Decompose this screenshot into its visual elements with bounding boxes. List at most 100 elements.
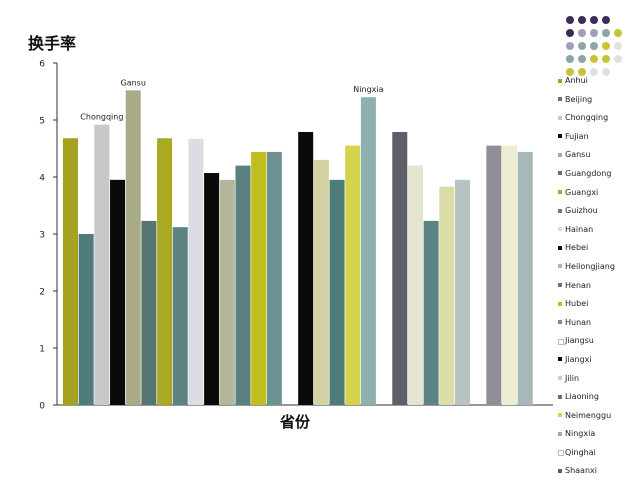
decorative-dot-grid	[566, 16, 622, 76]
bar-anhui	[63, 138, 78, 406]
legend-label: Hebei	[565, 243, 589, 253]
legend-item: Jiangsu	[558, 332, 640, 351]
bar-henan	[235, 165, 251, 405]
decor-dot	[578, 68, 586, 76]
y-tick-label: 4	[39, 174, 45, 184]
legend-item: Hunan	[558, 314, 640, 333]
bar-hubei	[251, 151, 267, 405]
decor-dot	[566, 55, 574, 63]
bar-chart: 0 1 2 3 4 5 6 Chongqing Gansu Ningxia	[39, 60, 553, 412]
bar-liaoning	[329, 179, 345, 405]
bar-25	[455, 179, 470, 405]
bar-22	[407, 165, 423, 405]
legend-label: Chongqing	[565, 113, 609, 123]
annotation-chongqing: Chongqing	[80, 113, 123, 122]
legend-swatch	[558, 338, 564, 345]
bar-guangdong	[141, 220, 157, 405]
legend-item: Neimenggu	[558, 407, 640, 426]
bar-hunan	[266, 151, 282, 405]
bar-hebei	[204, 173, 220, 405]
bar-27	[486, 145, 502, 405]
legend-item: Anhui	[558, 72, 640, 91]
legend-swatch	[558, 115, 562, 120]
bar-beijing	[78, 234, 94, 405]
y-tick-label: 3	[39, 231, 45, 241]
annotation-ningxia: Ningxia	[353, 85, 383, 94]
legend-label: Jiangsu	[565, 336, 594, 346]
decor-dot	[590, 42, 598, 50]
legend-swatch	[558, 320, 562, 325]
legend-item: Henan	[558, 277, 640, 296]
bar-jilin	[313, 159, 329, 405]
legend-label: Guangdong	[565, 168, 612, 178]
decor-dot	[590, 16, 598, 24]
legend-swatch	[558, 78, 562, 83]
decor-dot	[578, 55, 586, 63]
decor-dot	[614, 42, 622, 50]
bar-29	[517, 151, 533, 405]
legend-item: Heilongjiang	[558, 258, 640, 277]
legend-item: Beijing	[558, 91, 640, 110]
bar-heilongjiang	[219, 179, 235, 405]
legend-label: Shaanxi	[565, 466, 597, 476]
legend-swatch	[558, 264, 562, 269]
legend-label: Guizhou	[565, 206, 598, 216]
chart-legend: Anhui Beijing Chongqing Fujian Gansu Guangdon…	[558, 72, 640, 481]
decor-dot	[590, 68, 598, 76]
annotation-gansu: Gansu	[121, 78, 146, 87]
decor-dot	[566, 16, 574, 24]
legend-swatch	[558, 190, 562, 195]
y-tick-label: 6	[39, 60, 45, 70]
legend-swatch	[558, 152, 562, 157]
legend-label: Ningxia	[565, 429, 596, 439]
legend-swatch	[558, 376, 562, 380]
decor-dot	[602, 16, 610, 24]
decor-dot	[578, 16, 586, 24]
bar-chongqing	[94, 124, 110, 405]
decor-dot	[602, 42, 610, 50]
legend-item: Chongqing	[558, 109, 640, 128]
legend-item: Hubei	[558, 295, 640, 314]
legend-swatch	[558, 468, 562, 473]
legend-label: Hainan	[565, 224, 594, 234]
legend-swatch	[558, 413, 562, 418]
bar-28	[502, 145, 518, 405]
legend-swatch	[558, 431, 562, 436]
legend-item: Ningxia	[558, 425, 640, 444]
decor-dot	[614, 55, 622, 63]
y-tick-label: 5	[39, 117, 45, 127]
legend-item: Guangxi	[558, 184, 640, 203]
legend-label: Jiangxi	[565, 354, 592, 364]
legend-swatch	[558, 283, 562, 288]
legend-item: Hebei	[558, 239, 640, 258]
legend-item: Hainan	[558, 221, 640, 240]
bar-24	[439, 186, 455, 405]
decor-dot	[590, 29, 598, 37]
bar-23	[423, 220, 439, 405]
decor-dot	[566, 68, 574, 76]
legend-item: Qinghai	[558, 444, 640, 463]
legend-swatch	[558, 450, 564, 457]
decor-dot	[566, 42, 574, 50]
legend-item: Guangdong	[558, 165, 640, 184]
bar-guizhou	[172, 227, 188, 405]
legend-label: Qinghai	[565, 447, 596, 457]
y-axis-label: 换手率	[28, 34, 77, 53]
decor-dot	[602, 29, 610, 37]
legend-label: Beijing	[565, 94, 593, 104]
legend-swatch	[558, 97, 562, 102]
legend-item: Gansu	[558, 146, 640, 165]
legend-label: Gansu	[565, 150, 591, 160]
decor-dot	[566, 29, 574, 37]
legend-swatch	[558, 171, 562, 176]
legend-item: Guizhou	[558, 202, 640, 221]
legend-label: Neimenggu	[565, 410, 612, 420]
decor-dot	[578, 29, 586, 37]
decor-dot	[602, 68, 610, 76]
legend-item: Jilin	[558, 370, 640, 389]
bar-gansu	[125, 90, 141, 406]
legend-swatch	[558, 208, 562, 213]
legend-swatch	[558, 301, 562, 306]
chart-bars	[63, 90, 533, 406]
bar-hainan	[188, 138, 204, 405]
